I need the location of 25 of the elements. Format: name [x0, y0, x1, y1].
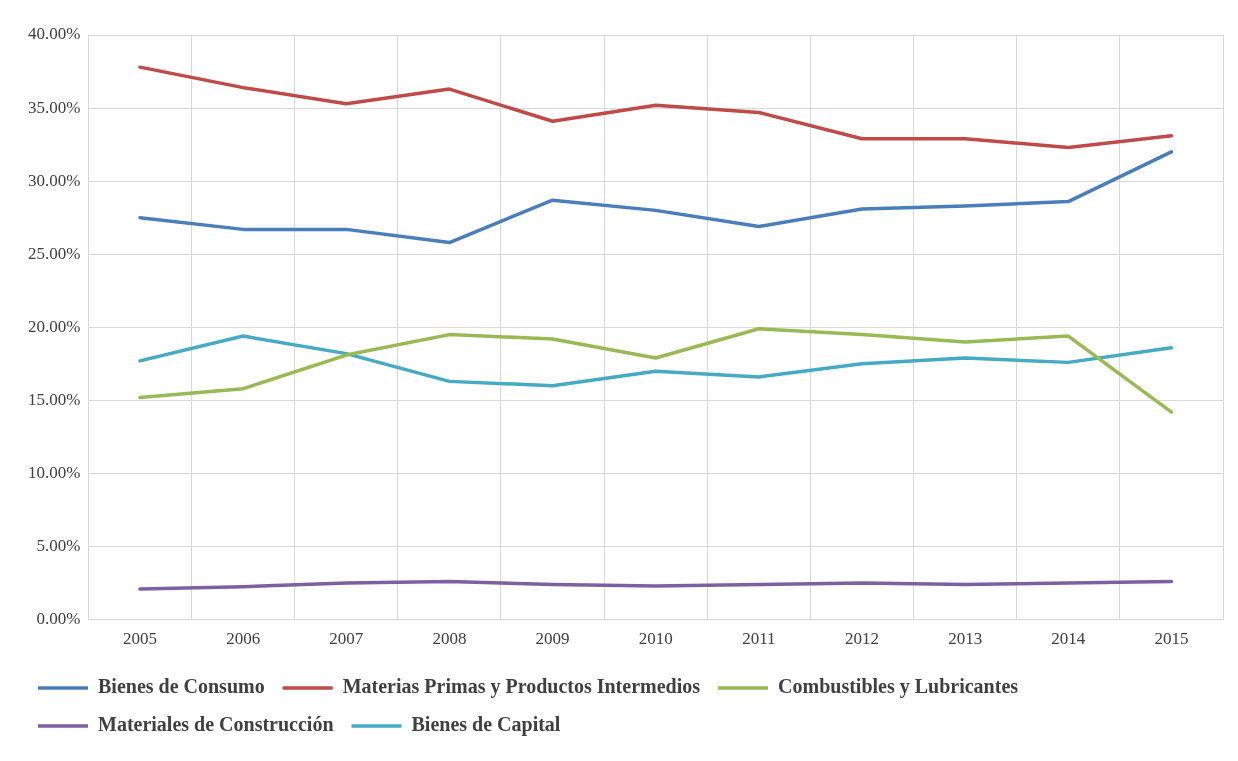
x-tick-label: 2010 [638, 629, 673, 649]
y-tick-label: 40.00% [27, 24, 81, 44]
legend-label: Bienes de Consumo [98, 675, 265, 698]
x-tick-label: 2013 [948, 629, 983, 649]
y-tick-label: 20.00% [27, 316, 81, 336]
x-tick-label: 2007 [329, 629, 364, 649]
y-tick-label: 35.00% [27, 97, 81, 117]
y-tick-label: 10.00% [27, 462, 81, 482]
x-tick-label: 2011 [742, 629, 776, 649]
y-tick-label: 15.00% [27, 389, 81, 409]
y-tick-label: 5.00% [36, 535, 81, 555]
y-tick-label: 30.00% [27, 170, 81, 190]
legend-label: Bienes de Capital [411, 713, 561, 737]
legend-label: Materias Primas y Productos Intermedios [342, 675, 701, 699]
y-tick-label: 25.00% [27, 243, 81, 263]
legend-label: Combustibles y Lubricantes [778, 675, 1019, 699]
y-tick-label: 0.00% [36, 609, 81, 629]
x-tick-label: 2012 [844, 629, 879, 649]
x-tick-label: 2014 [1051, 629, 1086, 649]
x-tick-label: 2009 [535, 629, 570, 649]
x-tick-label: 2015 [1154, 629, 1189, 649]
x-tick-label: 2005 [122, 629, 157, 649]
legend-label: Materiales de Construcción [98, 713, 334, 736]
x-tick-label: 2006 [226, 629, 261, 649]
x-tick-label: 2008 [432, 629, 467, 649]
